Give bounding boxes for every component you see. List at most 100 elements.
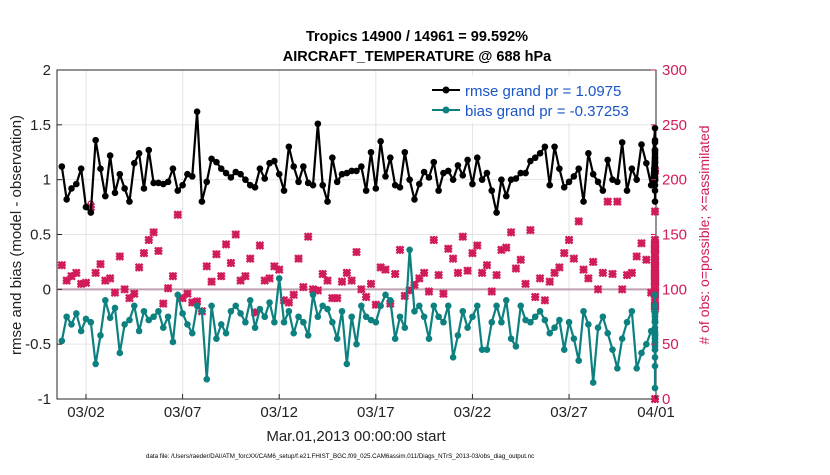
bias-point — [585, 321, 592, 328]
rmse-point — [309, 181, 317, 189]
left-tick-label: 1 — [43, 172, 51, 189]
bias-point — [416, 302, 423, 310]
rmse-point — [358, 163, 365, 170]
rmse-point — [651, 198, 659, 205]
bias-point — [106, 314, 114, 322]
obs-assimilated-point — [468, 248, 477, 258]
bias-point — [353, 340, 360, 348]
obs-assimilated-point — [129, 289, 139, 299]
rmse-point — [638, 141, 645, 148]
bias-point — [502, 297, 510, 304]
rmse-point — [271, 157, 278, 165]
obs-assimilated-point — [332, 293, 342, 303]
bias-point — [536, 307, 544, 315]
rmse-point — [651, 173, 659, 180]
bias-point — [159, 324, 167, 332]
bias-point — [444, 302, 452, 310]
rmse-point — [92, 136, 99, 144]
bias-point — [531, 313, 539, 321]
bias-point — [651, 313, 659, 321]
obs-assimilated-point — [110, 288, 120, 297]
bias-point — [111, 304, 119, 312]
bias-point — [150, 313, 157, 321]
bias-point — [155, 307, 162, 315]
bias-point — [628, 307, 636, 315]
obs-assimilated-point — [511, 264, 521, 273]
bias-point — [633, 364, 640, 372]
bias-point — [396, 313, 404, 321]
rmse-point — [251, 184, 259, 191]
obs-assimilated-point — [545, 277, 555, 287]
obs-assimilated-point — [579, 265, 588, 274]
obs-assimilated-point — [105, 274, 115, 283]
obs-assimilated-point — [613, 197, 622, 206]
rmse-point — [565, 178, 573, 186]
rmse-point — [280, 187, 288, 194]
bias-point — [343, 360, 351, 368]
rmse-point — [411, 196, 418, 203]
bias-point — [77, 327, 85, 335]
rmse-point — [633, 176, 640, 183]
bias-point — [87, 318, 95, 326]
rmse-point — [580, 198, 587, 205]
bias-point — [599, 313, 607, 321]
rmse-point — [121, 185, 128, 192]
bias-point — [164, 313, 172, 321]
obs-assimilated-point — [395, 245, 405, 255]
bias-point — [251, 324, 259, 332]
bias-point — [493, 302, 500, 310]
obs-assimilated-point — [202, 261, 212, 271]
right-y-axis-label: # of obs: o=possible; ×=assimilated — [696, 125, 712, 344]
rmse-point — [295, 178, 302, 186]
bias-point — [546, 329, 554, 337]
rmse-point — [87, 209, 95, 216]
obs-assimilated-point — [347, 276, 357, 285]
obs-assimilated-point — [294, 254, 303, 263]
left-tick-label: 1.5 — [30, 117, 51, 134]
bias-point — [401, 324, 409, 332]
bias-point — [483, 346, 491, 353]
obs-assimilated-point — [352, 247, 361, 257]
rmse-point — [435, 187, 442, 194]
obs-assimilated-point — [366, 279, 376, 289]
rmse-point — [498, 176, 505, 183]
rmse-point — [464, 156, 471, 164]
rmse-point — [651, 181, 659, 189]
obs-assimilated-point — [453, 268, 463, 278]
rmse-point — [401, 148, 409, 156]
obs-assimilated-point — [632, 252, 642, 261]
rmse-point — [77, 165, 85, 172]
bias-point — [242, 318, 249, 326]
bias-point — [333, 335, 341, 342]
rmse-point — [570, 173, 578, 180]
rmse-point — [145, 146, 153, 154]
bias-point — [651, 384, 659, 392]
rmse-point — [174, 187, 182, 194]
obs-assimilated-point — [535, 274, 545, 283]
bias-point — [454, 332, 462, 339]
bias-point — [280, 318, 288, 326]
obs-assimilated-point — [526, 225, 535, 235]
rmse-point — [502, 192, 510, 200]
obs-assimilated-point — [216, 271, 226, 281]
bias-point — [237, 310, 244, 317]
right-tick-label: 200 — [662, 172, 687, 189]
rmse-point — [382, 173, 389, 180]
rmse-point — [536, 150, 544, 157]
obs-assimilated-point — [564, 235, 574, 245]
rmse-point — [628, 165, 636, 172]
rmse-point — [203, 178, 211, 186]
bias-point — [498, 318, 505, 326]
bias-point — [609, 346, 616, 353]
obs-assimilated-point — [183, 289, 192, 299]
bias-point — [362, 313, 370, 321]
obs-assimilated-point — [506, 227, 516, 237]
left-tick-label: -1 — [38, 391, 51, 408]
obs-assimilated-point — [163, 283, 173, 293]
rmse-point — [329, 154, 336, 162]
bias-point — [193, 302, 201, 310]
obs-assimilated-point — [168, 271, 178, 281]
obs-assimilated-point — [212, 249, 221, 259]
rmse-point — [213, 158, 220, 166]
rmse-point — [275, 170, 283, 178]
